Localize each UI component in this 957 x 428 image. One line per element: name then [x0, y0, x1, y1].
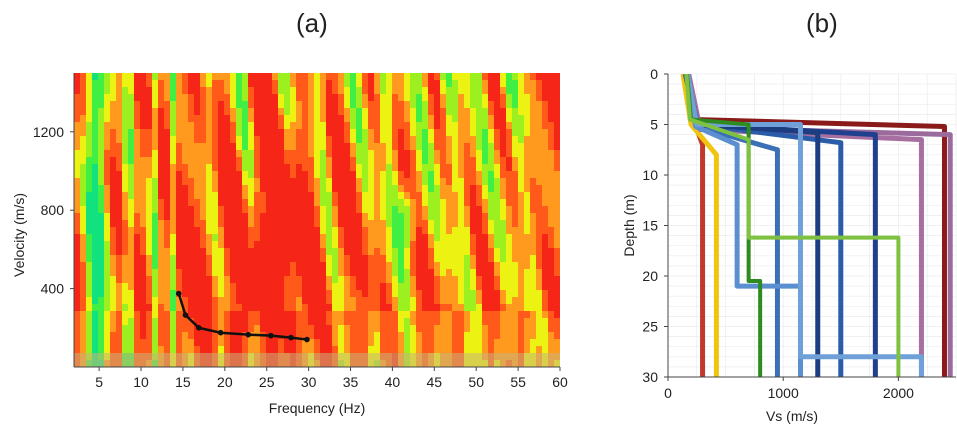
picked-dispersion-curve: [177, 293, 308, 341]
x-tick-label: 55: [510, 374, 526, 390]
dispersion-heatmap: [74, 73, 560, 367]
x-tick-label: 20: [217, 374, 233, 390]
x-tick-label: 30: [301, 374, 317, 390]
dispersion-point: [304, 336, 310, 343]
x-tick-label: 50: [468, 374, 484, 390]
x-tick-label: 10: [133, 374, 149, 390]
x-tick-label: 60: [552, 374, 568, 390]
dispersion-point: [288, 334, 294, 341]
y-axis-title: Velocity (m/s): [11, 193, 27, 277]
x-tick-label: 40: [385, 374, 401, 390]
x-tick-label: 25: [259, 374, 275, 390]
dispersion-point: [217, 329, 224, 336]
x-axis-title: Frequency (Hz): [269, 400, 365, 416]
x-tick-label: 5: [95, 374, 103, 390]
panel-b-label: (b): [806, 8, 838, 38]
x-tick-label: 45: [427, 374, 443, 390]
dispersion-point: [268, 332, 274, 339]
panel-a-label: (a): [296, 8, 328, 38]
y-tick-label: 800: [41, 202, 65, 218]
dispersion-point: [175, 290, 182, 297]
dispersion-point: [245, 331, 252, 338]
x-tick-label: 15: [175, 374, 191, 390]
x-tick-label: 35: [343, 374, 359, 390]
dispersion-point: [182, 312, 189, 318]
y-tick-label: 400: [41, 281, 65, 297]
dispersion-point: [196, 325, 202, 331]
y-tick-label: 1200: [33, 124, 64, 140]
